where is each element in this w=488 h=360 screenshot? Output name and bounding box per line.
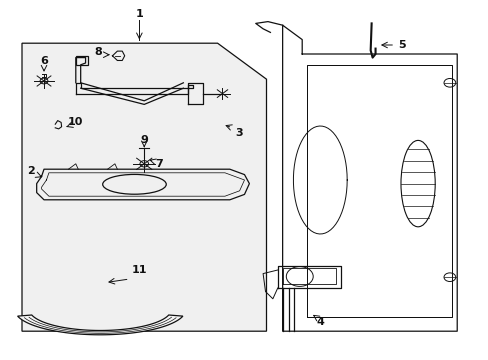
Polygon shape: [18, 315, 183, 335]
Text: 2: 2: [27, 166, 35, 176]
Text: 8: 8: [94, 47, 102, 57]
Text: 7: 7: [155, 159, 163, 169]
Text: 9: 9: [140, 135, 148, 145]
Bar: [76, 56, 88, 65]
Text: 3: 3: [235, 128, 243, 138]
Polygon shape: [22, 43, 266, 331]
Text: 1: 1: [135, 9, 143, 19]
Text: 10: 10: [68, 117, 83, 127]
Text: 11: 11: [131, 265, 147, 275]
Text: 4: 4: [316, 317, 324, 327]
Text: 6: 6: [40, 56, 48, 66]
Text: 5: 5: [398, 40, 406, 50]
